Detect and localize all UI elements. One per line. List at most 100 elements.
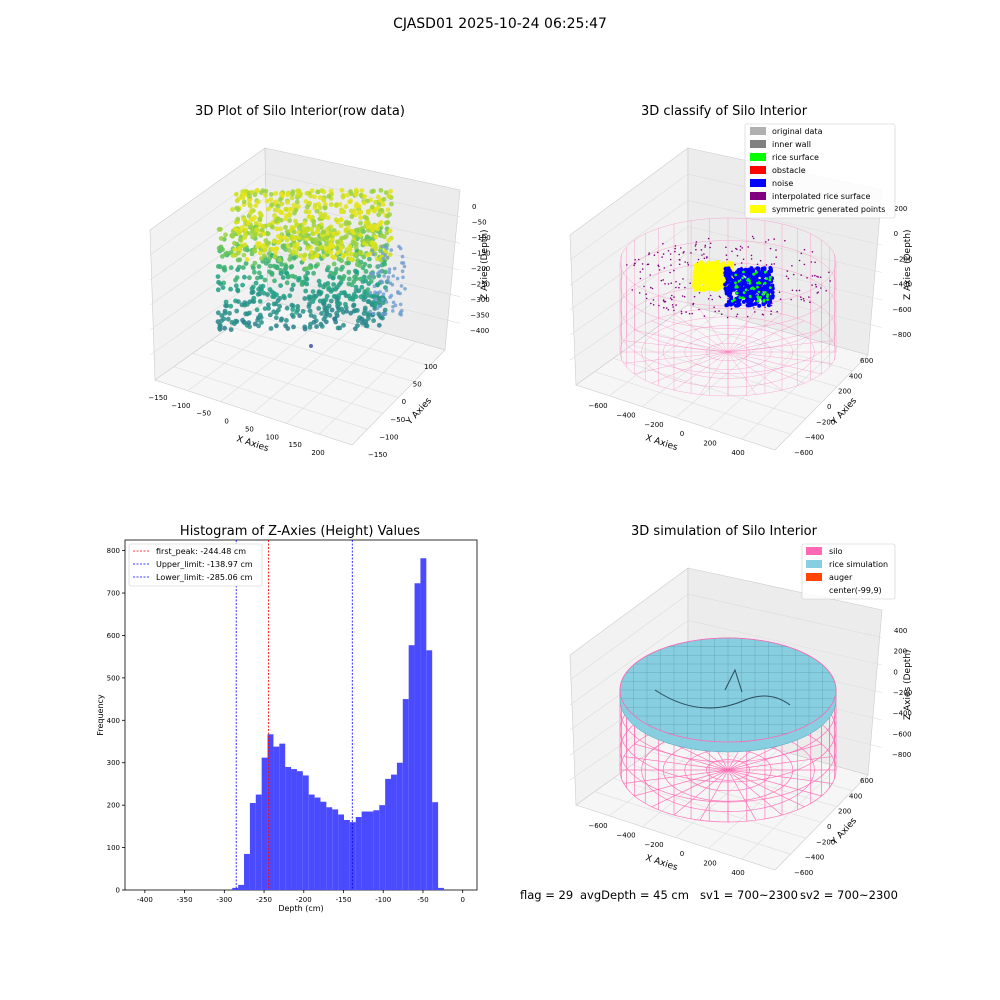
panel1-point bbox=[381, 292, 386, 297]
panel2-3d-axes: −600 −400 −200 0 200 400 600 400 200 0 −200 −400 −60… bbox=[569, 123, 913, 457]
panel2-rice-point bbox=[765, 277, 769, 280]
panel2-y-tick-5: −400 bbox=[805, 434, 824, 442]
panel1-point bbox=[256, 264, 262, 269]
panel1-point bbox=[312, 194, 317, 200]
panel1-point bbox=[361, 274, 367, 280]
panel1-point bbox=[379, 207, 385, 213]
panel1-point bbox=[232, 247, 238, 253]
hist-xtick-6: -100 bbox=[375, 896, 391, 904]
panel1-point bbox=[347, 199, 352, 205]
panel1-point bbox=[353, 228, 359, 233]
panel1-point bbox=[250, 284, 256, 290]
panel1-point bbox=[275, 216, 281, 222]
panel2-interp-point bbox=[765, 264, 768, 266]
panel1-point bbox=[313, 263, 319, 269]
panel1-point bbox=[364, 215, 370, 221]
panel1-point bbox=[380, 297, 385, 302]
panel1-point bbox=[309, 226, 315, 232]
panel1-y-tick-5: −150 bbox=[368, 451, 387, 459]
panel1-point bbox=[218, 226, 223, 232]
panel1-point bbox=[348, 310, 354, 316]
panel1-point bbox=[300, 309, 306, 314]
panel1-point bbox=[225, 316, 231, 322]
panel2-interp-point bbox=[770, 263, 773, 266]
panel2-noise-point bbox=[729, 277, 734, 282]
panel1-point bbox=[349, 228, 355, 234]
panel2-noise-point bbox=[763, 272, 768, 277]
panel1-point bbox=[329, 236, 335, 242]
panel2-rice-point bbox=[756, 281, 759, 285]
panel1-point bbox=[321, 316, 327, 322]
hist-bar-4 bbox=[255, 794, 262, 890]
panel2-legend-swatch-6 bbox=[750, 205, 766, 213]
panel2-noise-point bbox=[729, 271, 734, 276]
panel2-symmetric-point bbox=[715, 277, 720, 282]
panel1-point bbox=[320, 229, 326, 235]
panel2-noise-point bbox=[725, 276, 730, 281]
panel1-point bbox=[324, 241, 329, 247]
panel2-symmetric-point bbox=[714, 274, 719, 278]
panel1-point bbox=[247, 299, 253, 305]
panel1-point bbox=[373, 199, 378, 205]
panel2-interp-point bbox=[669, 253, 672, 255]
panel2-interp-point bbox=[809, 301, 811, 304]
panel2-legend-swatch-1 bbox=[750, 140, 766, 148]
panel1-point bbox=[311, 296, 317, 301]
panel1-point bbox=[380, 312, 385, 316]
panel1-point bbox=[259, 320, 264, 325]
panel1-point bbox=[364, 323, 370, 329]
panel1-point bbox=[403, 287, 407, 291]
panel1-point bbox=[382, 274, 386, 278]
panel1-point bbox=[276, 239, 282, 245]
panel1-point bbox=[335, 250, 340, 256]
panel4-x-tick-1: −400 bbox=[616, 831, 635, 839]
hist-xtick-0: -400 bbox=[137, 896, 153, 904]
panel2-interp-point bbox=[671, 298, 673, 301]
panel1-point bbox=[368, 279, 374, 284]
panel4-z-tick-2: 0 bbox=[893, 668, 897, 676]
panel1-point bbox=[395, 276, 400, 281]
panel2-interp-point bbox=[673, 269, 675, 272]
hist-bar-18 bbox=[338, 814, 344, 890]
panel1-point bbox=[350, 239, 356, 245]
panel1-point bbox=[236, 230, 242, 236]
panel1-point bbox=[362, 261, 368, 267]
panel1-point bbox=[316, 306, 322, 311]
panel2-interp-point bbox=[639, 271, 642, 273]
panel1-point bbox=[349, 282, 355, 288]
panel1-point bbox=[289, 234, 295, 240]
panel2-interp-point bbox=[660, 279, 663, 282]
panel1-point bbox=[385, 207, 391, 213]
panel2-interp-point bbox=[671, 304, 674, 306]
panel2-interp-point bbox=[819, 276, 822, 279]
panel1-point bbox=[312, 314, 317, 320]
panel1-point bbox=[216, 279, 221, 285]
panel2-interp-point bbox=[814, 283, 817, 286]
panel1-point bbox=[302, 252, 308, 258]
panel1-point bbox=[283, 264, 289, 269]
panel2-rice-point bbox=[733, 298, 736, 302]
panel1-point bbox=[264, 198, 270, 204]
panel1-point bbox=[339, 245, 344, 251]
panel2-noise-point bbox=[745, 299, 750, 304]
panel1-point bbox=[374, 297, 378, 302]
panel1-point bbox=[391, 274, 396, 278]
panel1-point bbox=[257, 217, 263, 222]
panel2-interp-point bbox=[816, 275, 818, 278]
panel1-point bbox=[358, 276, 364, 282]
panel2-symmetric-point bbox=[699, 264, 704, 269]
panel2-x-tick-0: −600 bbox=[588, 402, 607, 410]
panel2-z-tick-2: −200 bbox=[893, 255, 912, 263]
hist-bar-30 bbox=[408, 645, 415, 890]
panel2-noise-point bbox=[743, 267, 748, 272]
panel1-point bbox=[292, 210, 297, 216]
panel1-point bbox=[289, 302, 295, 308]
panel2-interp-point bbox=[675, 286, 677, 289]
panel1-point bbox=[401, 275, 405, 280]
panel1-point bbox=[254, 187, 260, 193]
panel2-noise-point bbox=[767, 300, 772, 304]
panel2-interp-point bbox=[811, 284, 813, 286]
hist-bar-1 bbox=[238, 884, 245, 890]
panel1-point bbox=[215, 274, 221, 279]
panel2-interp-point bbox=[680, 247, 682, 249]
